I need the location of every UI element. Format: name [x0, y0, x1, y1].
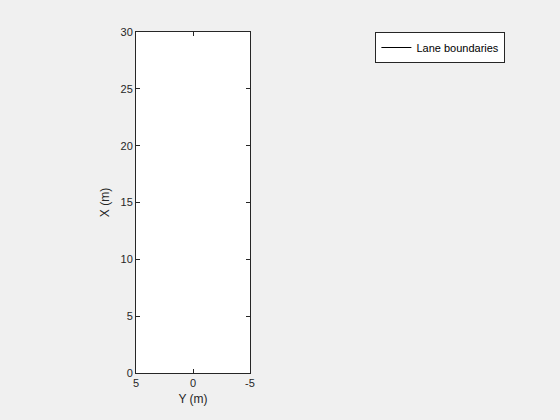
svg-text:5: 5 [127, 310, 133, 322]
svg-text:20: 20 [121, 140, 133, 152]
svg-text:25: 25 [121, 83, 133, 95]
svg-text:5: 5 [133, 377, 139, 389]
svg-text:30: 30 [121, 26, 133, 38]
svg-text:0: 0 [127, 367, 133, 379]
svg-text:-5: -5 [245, 377, 255, 389]
svg-text:0: 0 [190, 377, 196, 389]
svg-text:15: 15 [121, 196, 133, 208]
svg-text:10: 10 [121, 253, 133, 265]
svg-text:Y (m): Y (m) [178, 392, 207, 406]
svg-text:Lane boundaries: Lane boundaries [416, 42, 498, 54]
svg-text:X (m): X (m) [98, 188, 112, 217]
